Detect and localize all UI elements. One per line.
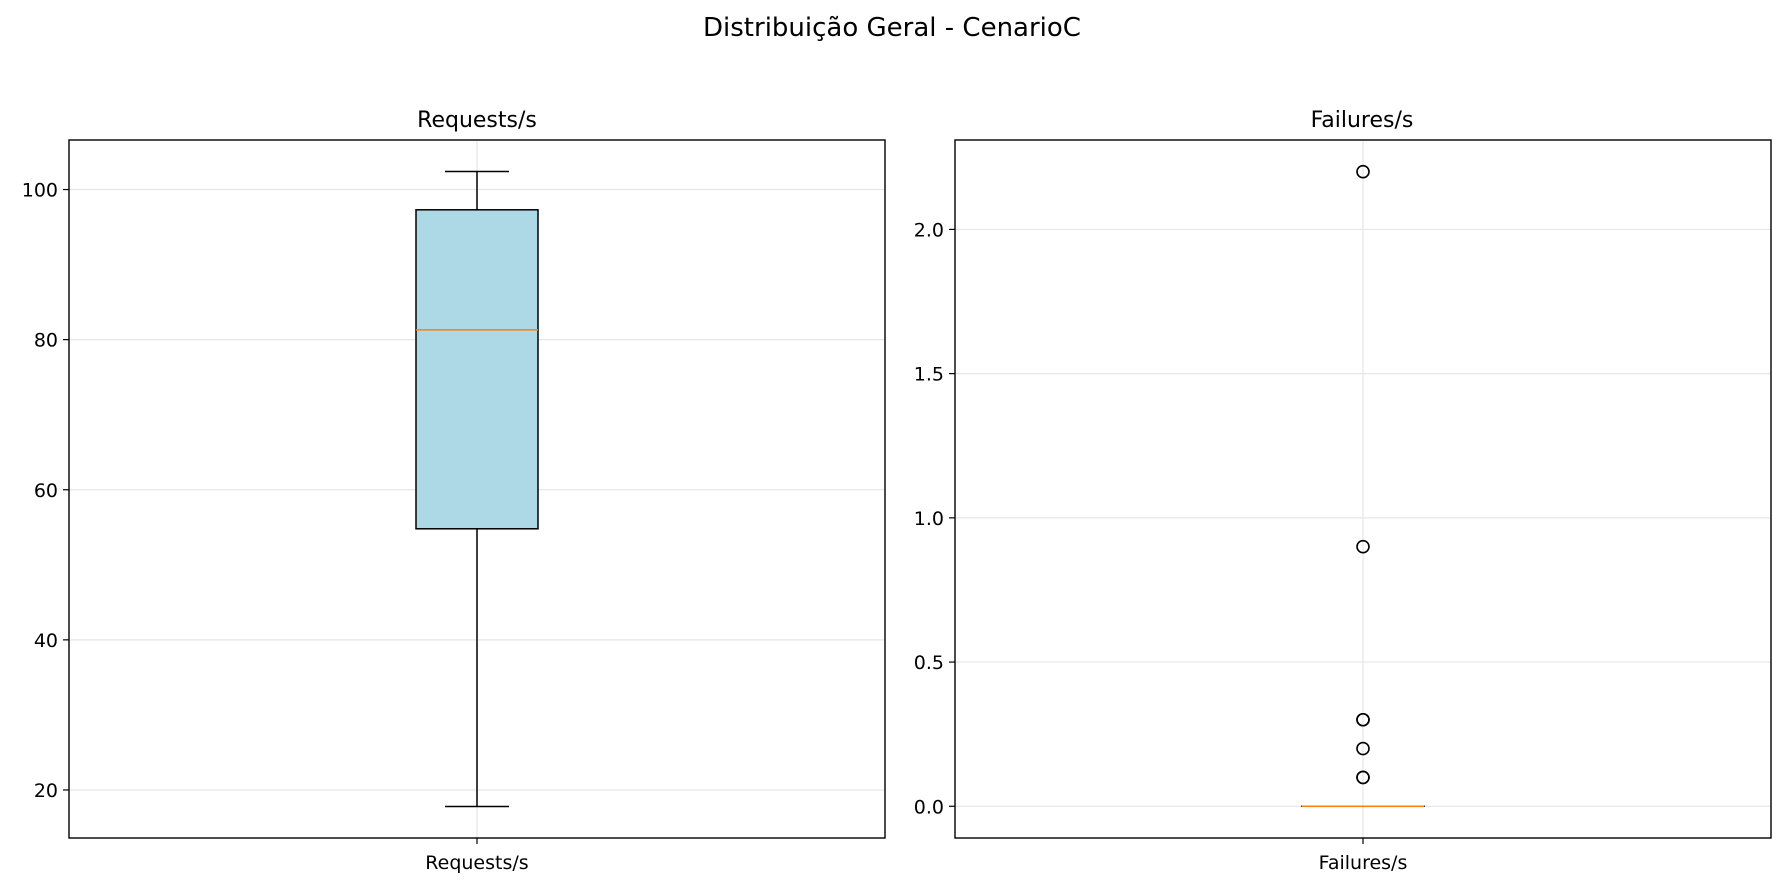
failures-outlier-point bbox=[1356, 539, 1370, 554]
failures-ytick-label: 0.0 bbox=[914, 796, 944, 818]
requests-box bbox=[415, 209, 539, 530]
failures-outlier-point bbox=[1356, 712, 1370, 727]
requests-ytick-label: 80 bbox=[34, 330, 58, 352]
requests-axes-frame bbox=[68, 139, 886, 839]
requests-ytick-label: 100 bbox=[22, 180, 58, 202]
requests-panel: Requests/s 20 40 60 80 100 Requests/s bbox=[22, 108, 886, 874]
failures-outlier-point bbox=[1356, 741, 1370, 756]
figure-title: Distribuição Geral - CenarioC bbox=[703, 13, 1081, 43]
failures-ytick-label: 0.5 bbox=[914, 652, 944, 674]
requests-ytick-label: 20 bbox=[34, 780, 58, 802]
requests-panel-title: Requests/s bbox=[417, 108, 537, 133]
failures-ytick-label: 2.0 bbox=[914, 219, 944, 241]
requests-ytick-label: 60 bbox=[34, 480, 58, 502]
failures-ytick-label: 1.5 bbox=[914, 364, 944, 386]
failures-outlier-point bbox=[1356, 164, 1370, 179]
failures-panel: Failures/s 0.0 0.5 1.0 1.5 2.0 Failures/s bbox=[914, 108, 1772, 874]
failures-ytick-label: 1.0 bbox=[914, 508, 944, 530]
requests-xtick-label: Requests/s bbox=[425, 852, 528, 874]
failures-xtick-label: Failures/s bbox=[1319, 852, 1408, 874]
requests-ytick-label: 40 bbox=[34, 630, 58, 652]
failures-outlier-point bbox=[1356, 770, 1370, 785]
failures-axes-frame bbox=[954, 139, 1772, 839]
failures-panel-title: Failures/s bbox=[1311, 108, 1414, 133]
